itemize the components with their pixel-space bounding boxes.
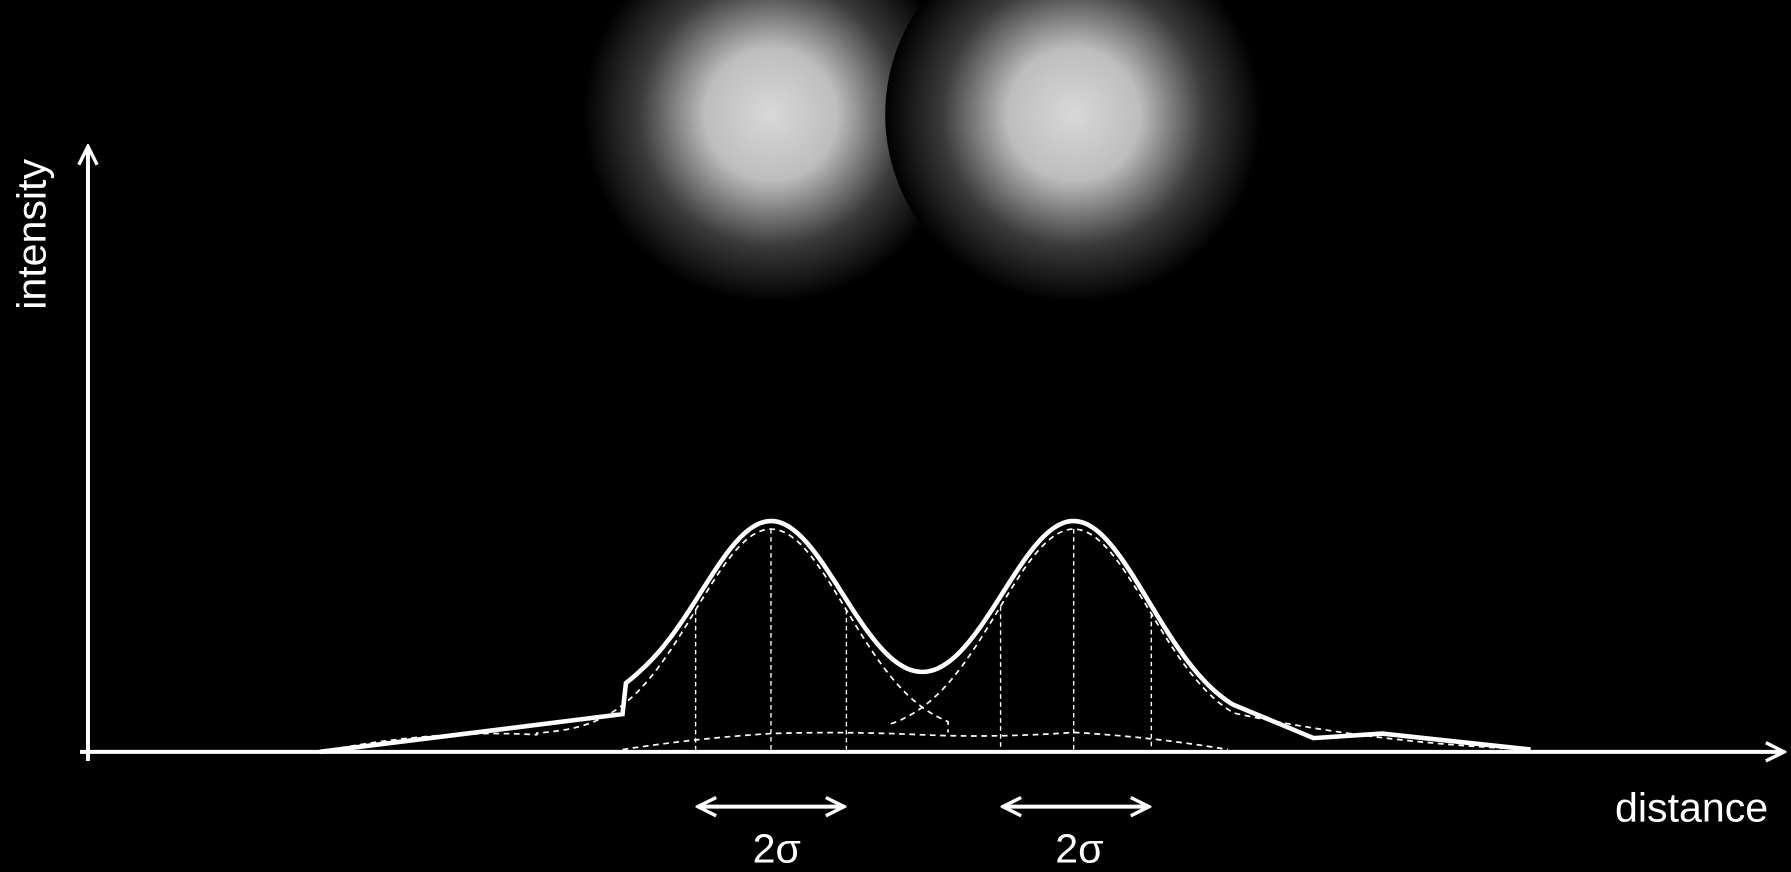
spot: [582, 0, 960, 303]
component-curve: [890, 528, 1531, 751]
curves: [319, 518, 1531, 755]
background-curve: [622, 731, 1229, 751]
sigma-label: 2σ: [753, 826, 801, 872]
sum-curve: [319, 518, 1531, 755]
sigma-label: 2σ: [1055, 826, 1103, 872]
spot: [885, 0, 1263, 303]
component-curve: [319, 528, 949, 753]
x-axis-label: distance: [1615, 784, 1768, 830]
y-axis-label: intensity: [9, 159, 55, 310]
